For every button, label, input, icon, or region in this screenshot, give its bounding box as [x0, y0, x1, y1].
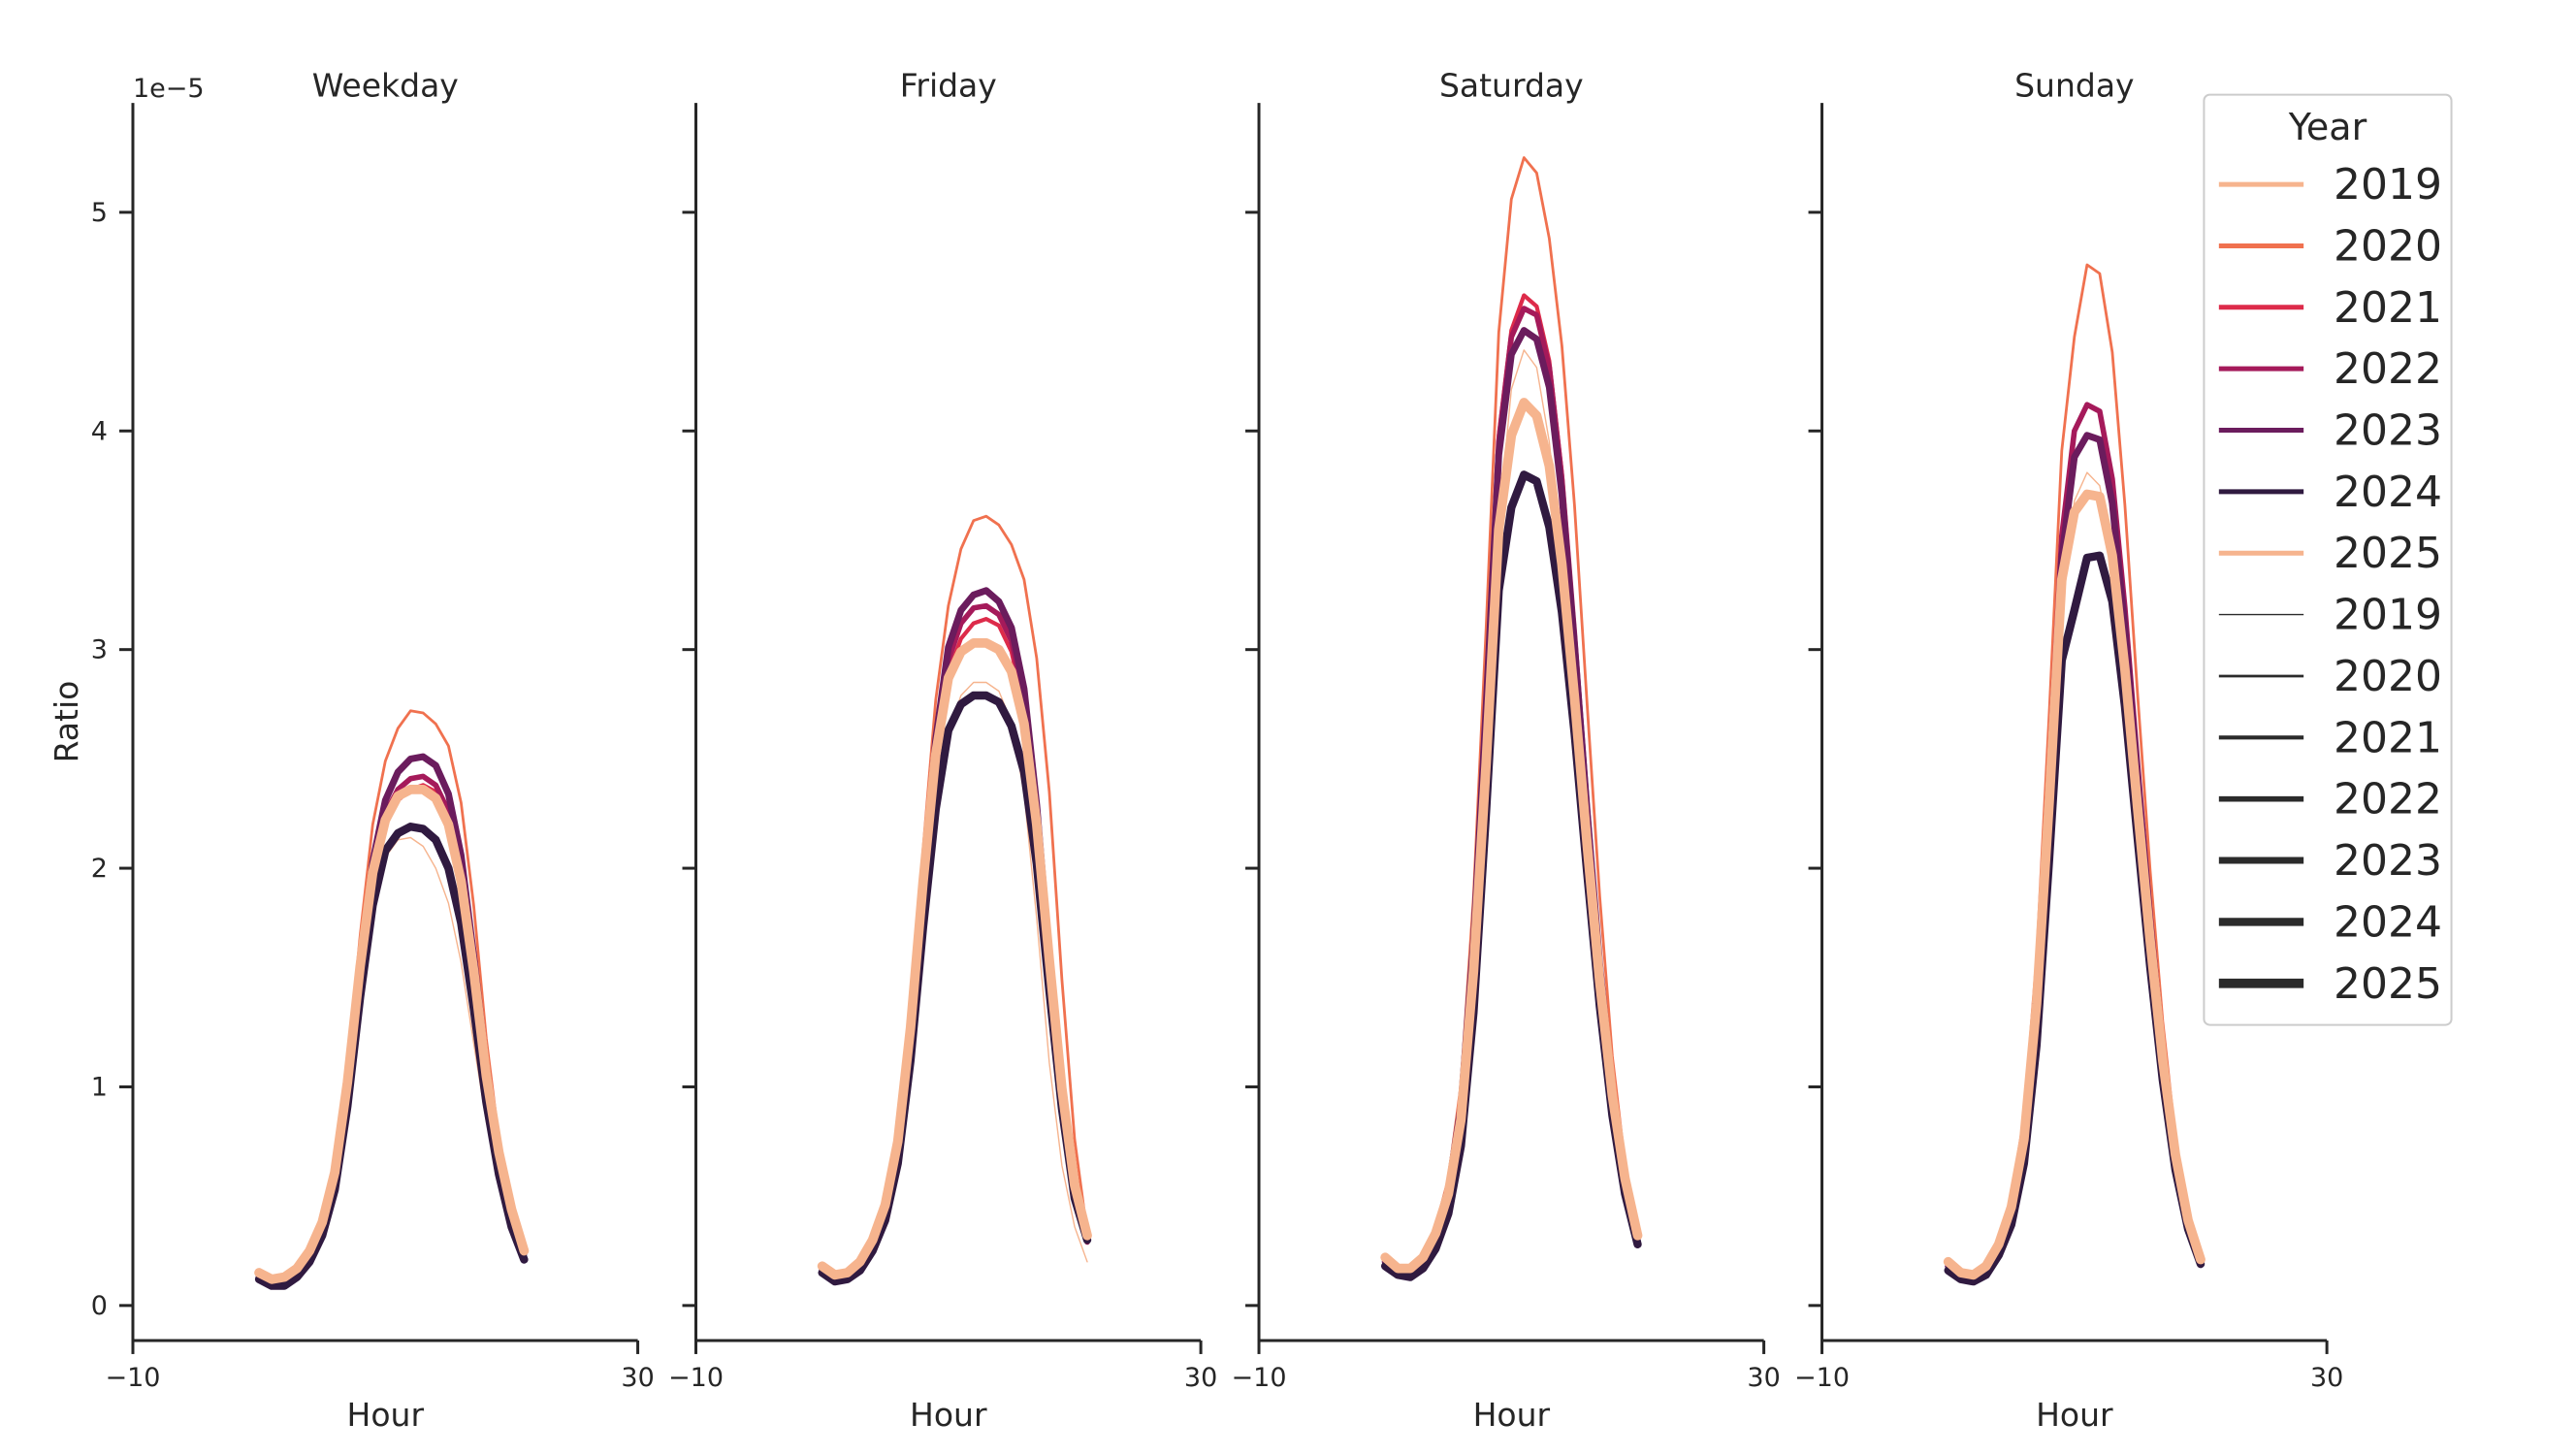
- legend-label: 2021: [2334, 283, 2442, 333]
- panel-title: Sunday: [2014, 66, 2134, 104]
- panel-sunday: Sunday −10 30 Hour: [1794, 66, 2343, 1434]
- series-line-2025: [817, 638, 1092, 1280]
- legend-label: 2021: [2334, 713, 2442, 762]
- series-line-2025: [1380, 398, 1643, 1274]
- legend-item: 2023: [2218, 836, 2442, 886]
- x-tick-label: −10: [668, 1363, 724, 1393]
- legend-label: 2020: [2334, 221, 2442, 271]
- panels: Weekday 0 1 2 3 4 5 −10 30 Hour 1e−5 Ratio Friday −10…: [48, 66, 2343, 1434]
- x-axis-label: Hour: [910, 1396, 987, 1434]
- series-line-2025: [254, 785, 530, 1284]
- series-line-2019: [1384, 349, 1639, 1274]
- legend-item: 2021: [2218, 713, 2442, 762]
- legend-label: 2022: [2334, 775, 2442, 824]
- panel-title: Friday: [900, 66, 997, 104]
- legend-item: 2022: [2218, 344, 2442, 394]
- legend-item: 2021: [2218, 283, 2442, 333]
- panel-title: Saturday: [1439, 66, 1584, 104]
- panel-saturday: Saturday −10 30 Hour: [1232, 66, 1781, 1434]
- y-tick-label: 4: [91, 416, 108, 446]
- legend-item: 2025: [2218, 529, 2442, 578]
- panel-friday: Friday −10 30 Hour: [668, 66, 1217, 1434]
- series-line-2020: [1947, 263, 2203, 1277]
- y-offset-label: 1e−5: [133, 74, 205, 104]
- legend-item: 2025: [2218, 959, 2442, 1009]
- x-tick-label: 30: [621, 1363, 654, 1393]
- panel-title: Weekday: [312, 66, 459, 104]
- legend-label: 2019: [2334, 160, 2442, 210]
- x-axis-label: Hour: [1473, 1396, 1551, 1434]
- legend-item: 2019: [2218, 160, 2442, 210]
- legend-label: 2024: [2334, 468, 2442, 517]
- legend-label: 2020: [2334, 652, 2442, 701]
- x-axis-label: Hour: [2036, 1396, 2113, 1434]
- legend: Year 2019 2020 2021 2022 2023 2024 2025 2019 2020…: [2203, 93, 2453, 1026]
- legend-label: 2022: [2334, 344, 2442, 394]
- legend-label: 2025: [2334, 529, 2442, 578]
- y-tick-label: 1: [91, 1072, 108, 1102]
- x-tick-label: 30: [2310, 1363, 2343, 1393]
- legend-box: [2203, 93, 2453, 1026]
- y-tick-label: 0: [91, 1291, 108, 1321]
- legend-label: 2024: [2334, 897, 2442, 947]
- y-tick-label: 3: [91, 635, 108, 665]
- legend-title: Year: [2288, 106, 2367, 148]
- y-axis-label: Ratio: [48, 681, 85, 763]
- legend-item: 2023: [2218, 406, 2442, 456]
- series-line-2024: [1944, 551, 2206, 1286]
- series-line-2024: [1380, 470, 1642, 1281]
- series-line-2025: [1943, 489, 2206, 1280]
- legend-label: 2019: [2334, 591, 2442, 640]
- series-line-2023: [1381, 327, 1641, 1277]
- y-tick-label: 5: [91, 198, 108, 228]
- legend-item: 2024: [2218, 897, 2442, 947]
- legend-label: 2023: [2334, 406, 2442, 456]
- panel-weekday: Weekday 0 1 2 3 4 5 −10 30 Hour 1e−5 Ratio: [48, 66, 655, 1434]
- x-tick-label: −10: [106, 1363, 161, 1393]
- x-tick-label: 30: [1184, 1363, 1217, 1393]
- legend-item: 2022: [2218, 775, 2442, 824]
- x-tick-label: −10: [1794, 1363, 1850, 1393]
- x-tick-label: −10: [1232, 1363, 1287, 1393]
- legend-label: 2025: [2334, 959, 2442, 1009]
- x-tick-label: 30: [1747, 1363, 1780, 1393]
- legend-item: 2024: [2218, 468, 2442, 517]
- series-line-2023: [1945, 432, 2205, 1281]
- legend-item: 2020: [2218, 652, 2442, 701]
- legend-item: 2020: [2218, 221, 2442, 271]
- legend-item: 2019: [2218, 591, 2442, 640]
- legend-label: 2023: [2334, 836, 2442, 886]
- y-tick-label: 2: [91, 854, 108, 884]
- x-axis-label: Hour: [347, 1396, 425, 1434]
